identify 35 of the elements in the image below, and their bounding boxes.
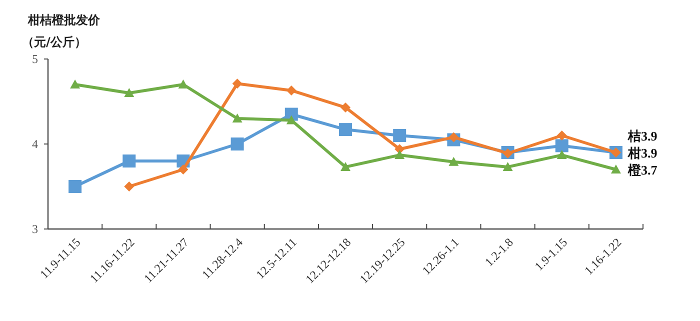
point <box>448 132 459 142</box>
point <box>232 78 242 89</box>
series-label: 柑 <box>626 146 641 162</box>
point <box>124 182 134 192</box>
point <box>122 154 136 168</box>
point <box>70 80 80 88</box>
point <box>610 164 621 174</box>
y-tick-label: 3 <box>32 222 38 236</box>
point <box>68 180 82 193</box>
point <box>286 85 296 96</box>
series-label: 橙 <box>626 164 642 178</box>
chart-title: 柑桔橙批发价 <box>27 13 101 27</box>
point <box>556 130 567 140</box>
point <box>340 162 350 171</box>
point <box>393 129 406 142</box>
point <box>178 80 188 88</box>
point <box>230 138 244 150</box>
point <box>340 102 350 112</box>
point <box>286 115 296 124</box>
data-label: 3.9 <box>640 146 658 160</box>
series-label: 桔 <box>626 130 641 144</box>
point <box>232 114 242 122</box>
point <box>394 150 405 160</box>
data-label: 3.7 <box>640 162 658 178</box>
point <box>339 123 352 136</box>
point <box>178 164 188 174</box>
point <box>502 162 513 171</box>
point <box>555 139 568 152</box>
y-tick-label: 5 <box>32 52 38 66</box>
point <box>124 88 134 97</box>
point <box>556 150 567 160</box>
point <box>448 156 459 166</box>
data-label: 3.9 <box>640 128 658 144</box>
chart-subtitle: （元/公斤） <box>22 35 86 49</box>
y-tick-label: 4 <box>32 137 38 151</box>
